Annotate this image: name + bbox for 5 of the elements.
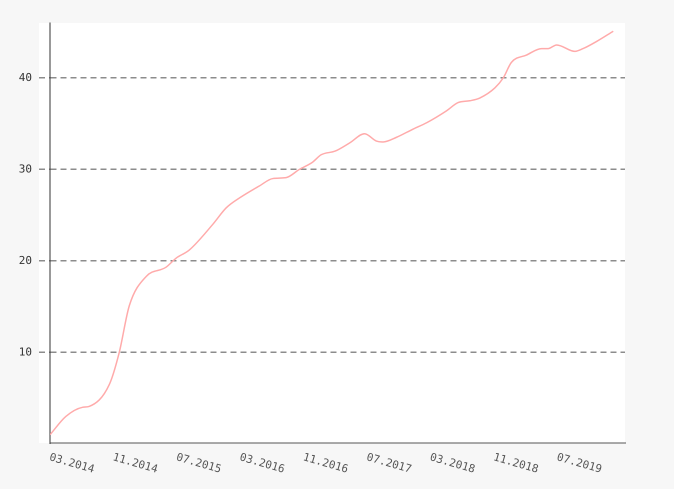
y-tick-label: 10 bbox=[18, 345, 32, 358]
y-tick-label: 30 bbox=[18, 162, 32, 176]
y-tick-label: 40 bbox=[18, 70, 32, 84]
y-tick-label: 20 bbox=[18, 254, 32, 267]
line-series bbox=[50, 30, 614, 436]
